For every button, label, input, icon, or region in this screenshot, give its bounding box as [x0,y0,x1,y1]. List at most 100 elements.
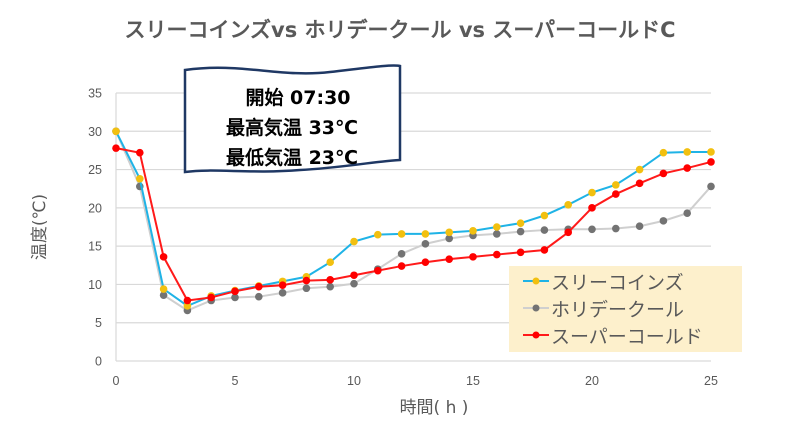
data-point [183,302,192,310]
data-point [564,228,572,237]
data-point [445,255,454,263]
data-point [397,250,406,258]
data-point [493,250,501,259]
data-point [136,174,144,183]
data-point [374,266,382,275]
data-point [659,169,668,178]
data-point [374,230,382,239]
chart-title: スリーコインズvs ホリデークール vs スーパーコールドC [124,18,676,42]
data-point [588,204,596,212]
data-point [445,228,454,237]
data-point [326,282,335,291]
data-point [278,289,287,297]
callout-max-temp: 最高気温 33℃ [226,116,358,139]
y-tick-label: 0 [95,355,102,369]
data-point [112,127,120,136]
data-point [516,248,525,257]
data-point [183,296,192,305]
data-point [516,227,525,236]
data-point [278,281,287,289]
y-tick-label: 20 [88,201,102,215]
data-point [207,293,215,302]
holiday-cool-line-marker-icon [523,304,549,312]
data-point [707,182,715,191]
data-point [659,148,668,157]
legend-item-holiday-cool: ホリデークール [523,295,684,321]
data-point [612,224,620,233]
data-point [445,234,454,243]
callout-start-time: 開始 07:30 [245,86,350,109]
x-tick-label: 20 [585,374,599,388]
data-point [540,246,549,254]
x-axis-title: 時間( h ) [400,398,469,418]
data-point [159,291,168,299]
x-axis-ticks: 0 5 10 15 20 25 [113,374,718,388]
data-point [635,222,644,231]
x-tick-label: 10 [347,374,361,388]
data-point [588,188,596,197]
data-point [659,217,668,225]
data-point [421,240,430,248]
x-tick-label: 5 [232,374,239,388]
data-point [493,223,501,231]
data-point [159,285,168,293]
data-point [112,144,120,152]
data-point [350,271,358,280]
data-point [469,253,477,261]
legend-item-three-coins: スリーコインズ [523,268,684,294]
data-point [540,226,549,234]
callout-min-temp: 最低気温 23℃ [226,146,358,169]
series-super-cold [112,144,715,305]
data-point [254,292,263,301]
y-axis-ticks: 0 5 10 15 20 25 30 35 [88,87,102,369]
data-point [707,148,715,156]
x-tick-label: 15 [466,374,480,388]
data-point [635,179,644,188]
data-point [469,227,477,235]
data-point [683,164,691,172]
data-point [231,293,239,302]
y-tick-label: 30 [88,125,102,139]
data-point [421,230,430,238]
data-series [112,127,715,315]
data-point [231,287,239,296]
data-point [612,190,620,198]
legend: スリーコインズ ホリデークール スーパーコールド [509,266,742,352]
data-point [350,237,358,246]
data-point [350,279,358,288]
data-point [707,158,715,166]
data-point [683,148,691,156]
y-tick-label: 5 [95,316,102,330]
x-tick-label: 25 [704,374,718,388]
data-point [493,230,501,238]
three-coins-line-marker-icon [523,277,549,285]
y-tick-label: 35 [88,87,102,101]
legend-item-super-cold: スーパーコールド [523,322,703,348]
annotation-callout: 開始 07:30 最高気温 33℃ 最低気温 23℃ [183,64,402,174]
data-point [254,282,263,291]
data-point [326,276,335,284]
data-point [683,209,691,218]
super-cold-line-marker-icon [523,331,549,339]
data-point [635,165,644,174]
y-tick-label: 25 [88,163,102,177]
data-point [564,200,572,209]
legend-label: スーパーコールド [551,325,703,348]
legend-label: スリーコインズ [551,271,684,294]
data-point [136,148,144,157]
y-tick-label: 15 [88,240,102,254]
data-point [540,211,549,220]
data-point [326,258,335,267]
y-axis-title: 温度(℃) [30,194,50,260]
y-tick-label: 10 [88,278,102,292]
data-point [302,284,311,293]
data-point [612,181,620,189]
legend-label: ホリデークール [551,298,685,321]
data-point [397,230,406,238]
data-point [159,253,168,261]
data-point [397,262,406,270]
data-point [302,276,311,285]
data-point [516,219,525,227]
x-tick-label: 0 [113,374,120,388]
